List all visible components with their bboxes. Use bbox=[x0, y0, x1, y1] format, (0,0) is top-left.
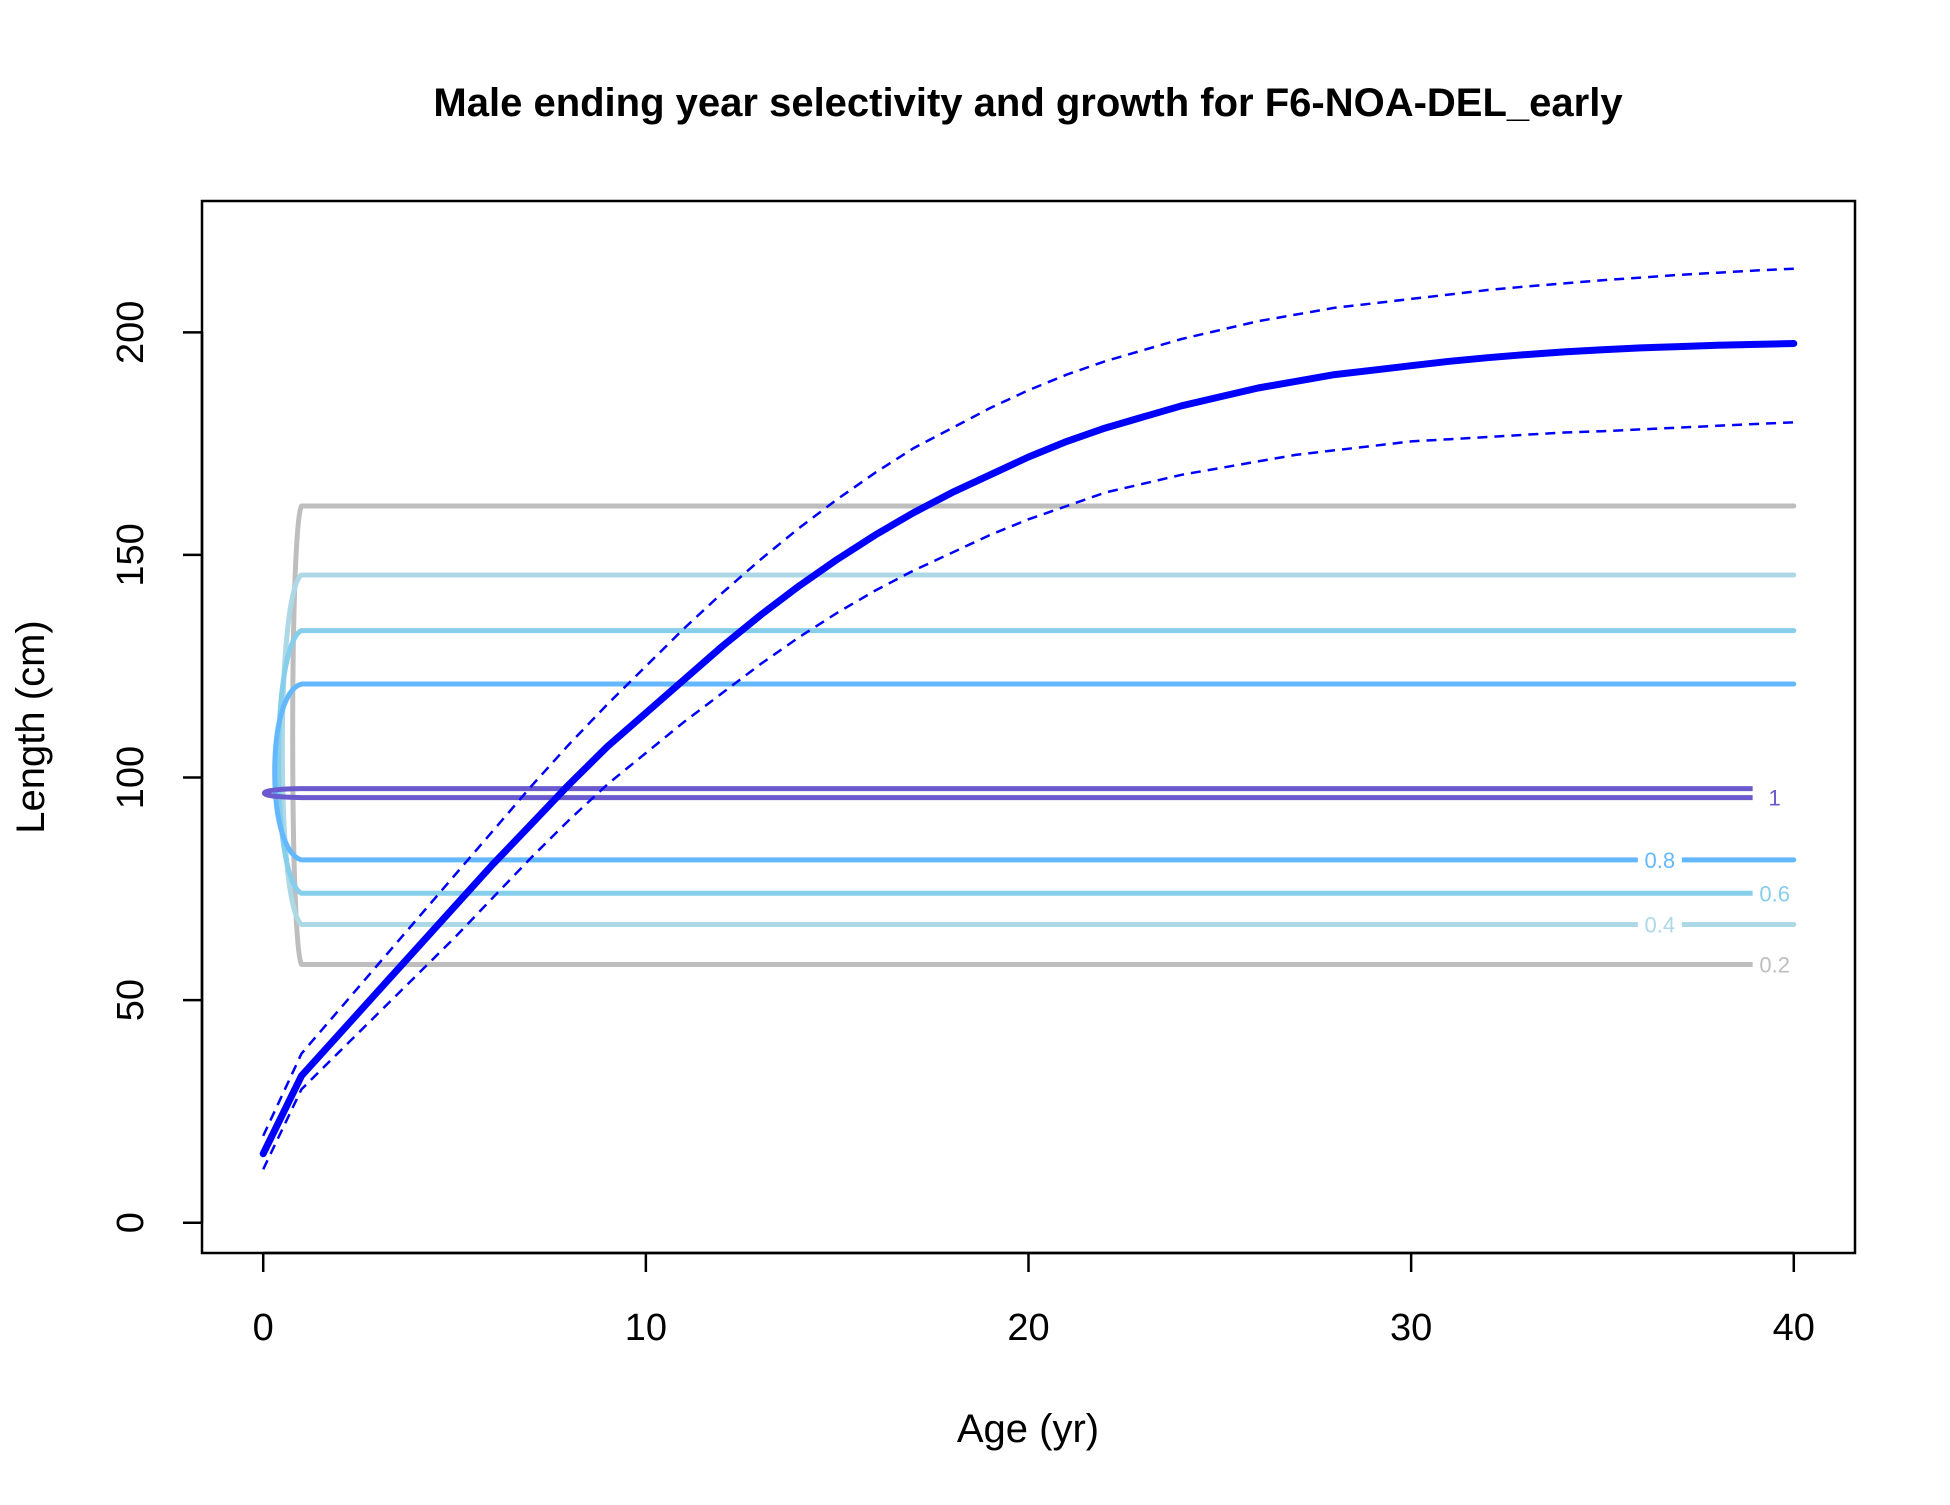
y-axis-label: Length (cm) bbox=[9, 620, 53, 833]
contour-label-gap bbox=[1752, 951, 1797, 978]
contour-level-label: 0.8 bbox=[1645, 848, 1676, 873]
y-axis: 0 50 100 150 200 bbox=[110, 301, 204, 1233]
selectivity-contour-0-8 bbox=[272, 681, 1797, 863]
x-tick-label: 30 bbox=[1390, 1307, 1432, 1349]
contour-level-label: 1 bbox=[1769, 786, 1781, 811]
growth-upper-interval-line bbox=[262, 267, 1794, 1137]
x-tick-label: 10 bbox=[625, 1307, 667, 1349]
contour-label-gap bbox=[1637, 911, 1682, 938]
growth-mean-line bbox=[259, 340, 1798, 1158]
selectivity-contour-0-2 bbox=[290, 503, 1797, 968]
x-axis: 0 10 20 30 40 bbox=[253, 1251, 1815, 1349]
y-tick-label: 50 bbox=[110, 979, 152, 1021]
plot-frame bbox=[200, 199, 1857, 1255]
chart-title: Male ending year selectivity and growth … bbox=[433, 81, 1623, 125]
plot-layer: 0.2 0.4 0.6 0.8 1 bbox=[259, 267, 1798, 1170]
selectivity-contour-0-6 bbox=[276, 628, 1797, 896]
selectivity-contour-0-4 bbox=[279, 572, 1797, 927]
y-tick-label: 100 bbox=[110, 746, 152, 809]
x-tick-label: 20 bbox=[1007, 1307, 1049, 1349]
y-tick-label: 150 bbox=[110, 523, 152, 586]
contour-level-label: 0.4 bbox=[1645, 912, 1676, 937]
contour-level-label: 0.6 bbox=[1759, 881, 1790, 906]
x-axis-label: Age (yr) bbox=[957, 1407, 1099, 1451]
contour-label-gap bbox=[1752, 880, 1797, 907]
y-tick-label: 0 bbox=[110, 1212, 152, 1233]
selectivity-contour-1 bbox=[261, 786, 1797, 801]
contour-label-gap bbox=[1752, 784, 1797, 811]
y-tick-label: 200 bbox=[110, 301, 152, 364]
contour-level-label: 0.2 bbox=[1759, 953, 1790, 978]
growth-lower-interval-line bbox=[262, 421, 1794, 1170]
x-tick-label: 40 bbox=[1773, 1307, 1815, 1349]
contour-label-gap bbox=[1637, 846, 1682, 873]
x-tick-label: 0 bbox=[253, 1307, 274, 1349]
